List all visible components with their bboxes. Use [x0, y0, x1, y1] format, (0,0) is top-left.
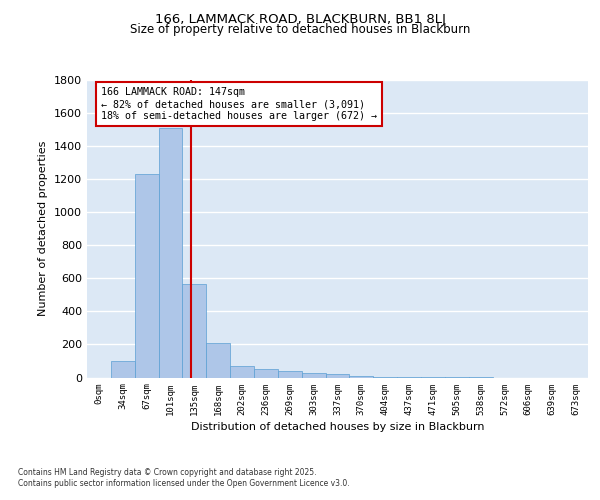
Text: Contains HM Land Registry data © Crown copyright and database right 2025.
Contai: Contains HM Land Registry data © Crown c…	[18, 468, 350, 487]
Bar	[302, 372, 326, 378]
Bar	[230, 366, 254, 378]
X-axis label: Distribution of detached houses by size in Blackburn: Distribution of detached houses by size …	[191, 422, 484, 432]
Bar	[182, 284, 206, 378]
Bar	[349, 376, 373, 378]
Bar	[254, 369, 278, 378]
Bar	[158, 128, 182, 378]
Bar	[326, 374, 349, 378]
Text: Size of property relative to detached houses in Blackburn: Size of property relative to detached ho…	[130, 22, 470, 36]
Bar	[206, 343, 230, 378]
Text: 166 LAMMACK ROAD: 147sqm
← 82% of detached houses are smaller (3,091)
18% of sem: 166 LAMMACK ROAD: 147sqm ← 82% of detach…	[101, 88, 377, 120]
Bar	[111, 361, 135, 378]
Y-axis label: Number of detached properties: Number of detached properties	[38, 141, 49, 316]
Bar	[373, 376, 397, 378]
Bar	[135, 174, 158, 378]
Bar	[278, 371, 302, 378]
Text: 166, LAMMACK ROAD, BLACKBURN, BB1 8LJ: 166, LAMMACK ROAD, BLACKBURN, BB1 8LJ	[155, 12, 445, 26]
